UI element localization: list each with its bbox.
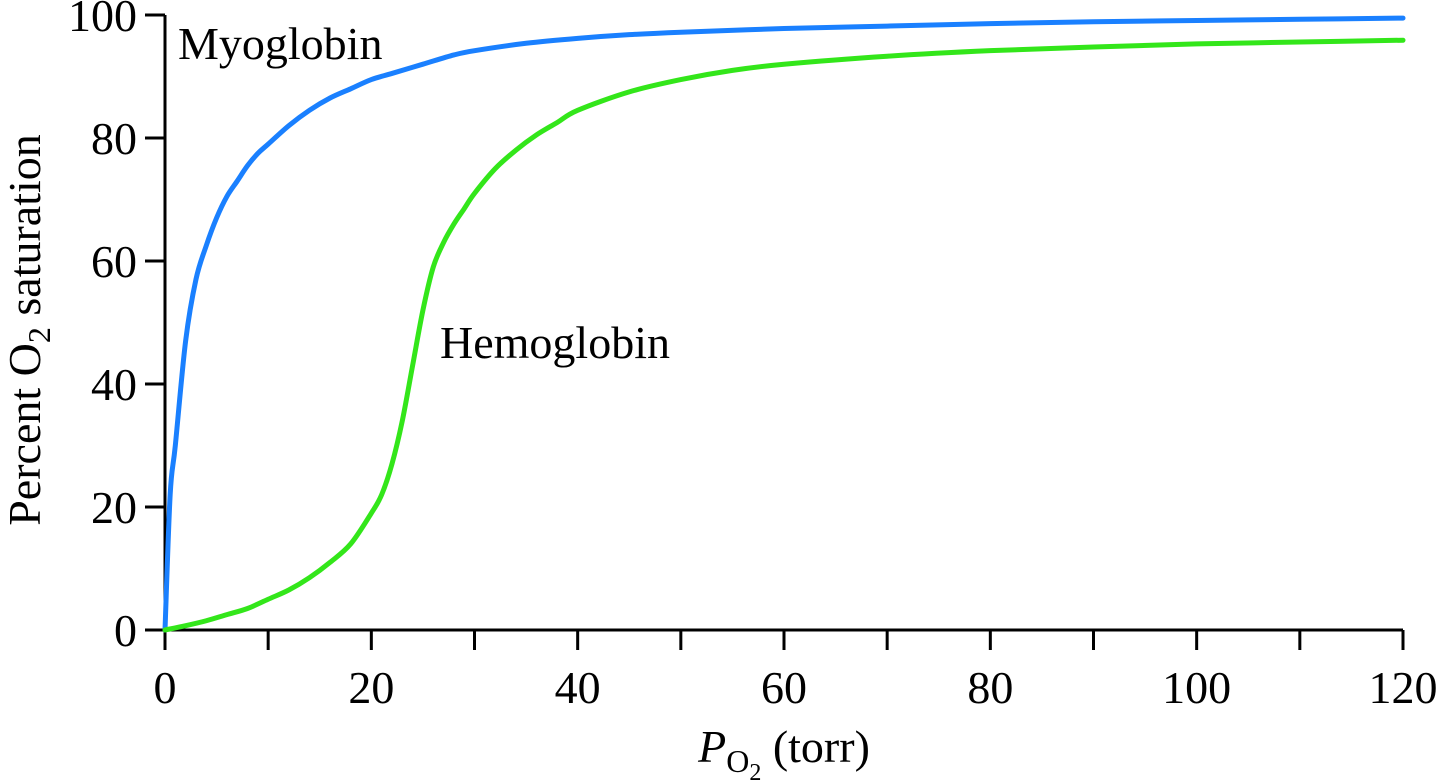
y-tick-label: 0 (114, 605, 137, 656)
myoglobin-label: Myoglobin (178, 18, 382, 69)
x-axis-title-subscript-index: 2 (749, 760, 761, 780)
x-tick-label: 100 (1162, 662, 1231, 713)
x-tick-label: 120 (1369, 662, 1438, 713)
x-tick-label: 60 (761, 662, 807, 713)
y-tick-label: 40 (91, 359, 137, 410)
x-ticks: 0 20 40 60 80 100 120 (154, 630, 1438, 713)
series-group (162, 15, 1406, 633)
y-tick-label: 80 (91, 113, 137, 164)
x-axis-title-unit: (torr) (773, 721, 870, 772)
y-tick-label: 60 (91, 236, 137, 287)
y-ticks: 0 20 40 60 80 100 (68, 0, 165, 656)
x-tick-label: 80 (967, 662, 1013, 713)
y-axis-title-suffix: saturation (0, 134, 50, 315)
y-axis-title: Percent O2 saturation (0, 134, 57, 526)
y-tick-label: 20 (91, 482, 137, 533)
y-axis-title-space (0, 316, 50, 328)
myoglobin-curve (162, 15, 1406, 633)
y-axis-title-prefix: Percent O (0, 343, 50, 526)
x-tick-label: 0 (154, 662, 177, 713)
x-tick-label: 40 (555, 662, 601, 713)
hemoglobin-label: Hemoglobin (440, 317, 670, 368)
x-tick-label: 20 (348, 662, 394, 713)
hemoglobin-curve (162, 37, 1406, 633)
y-tick-label: 100 (68, 0, 137, 41)
x-axis-title-subscript-main: O (726, 743, 749, 779)
x-axis-title-symbol: P (697, 721, 726, 772)
y-axis-title-subscript: 2 (21, 327, 57, 343)
x-axis-title: PO2 (torr) (697, 721, 870, 780)
x-axis-title-space (761, 721, 773, 772)
